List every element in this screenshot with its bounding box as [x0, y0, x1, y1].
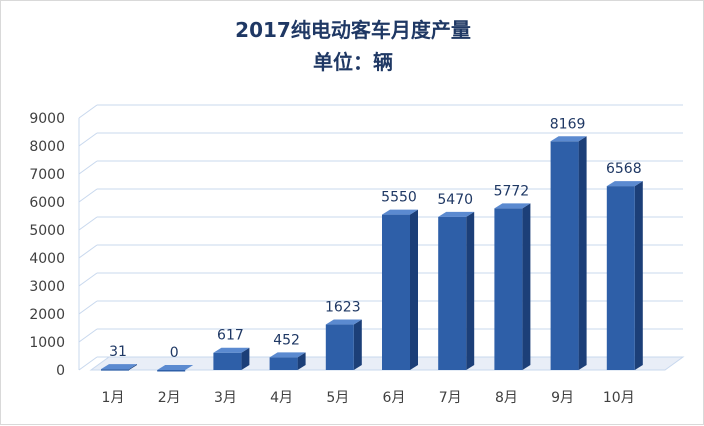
bar: [101, 364, 137, 371]
gridlines: [78, 104, 685, 371]
gridline-depth: [78, 300, 98, 315]
gridline-depth: [78, 356, 98, 371]
bar-top: [438, 211, 475, 217]
bar-top: [101, 364, 137, 370]
bar-side: [522, 203, 531, 370]
bar-side: [353, 319, 362, 370]
bar-top: [550, 136, 587, 142]
bar: [606, 181, 643, 370]
chart-title: 2017纯电动客车月度产量: [235, 18, 471, 42]
x-tick-label: 4月: [270, 390, 293, 406]
data-label: 5772: [494, 183, 530, 199]
bar-front: [438, 216, 467, 370]
bars: [101, 136, 643, 372]
data-label: 617: [217, 328, 244, 344]
bar: [494, 203, 531, 370]
data-labels: 31 0 617 452 1623 5550 5470 5772 8169 6568: [109, 116, 642, 361]
bar-side: [129, 364, 137, 370]
bar-front: [269, 357, 298, 370]
data-label: 5550: [381, 190, 417, 206]
bar-front: [325, 324, 354, 370]
bar-front: [213, 352, 242, 370]
bar-top: [213, 347, 250, 353]
x-tick-label: 10月: [603, 390, 635, 406]
data-label: 5470: [437, 192, 473, 208]
bar-side: [241, 347, 250, 370]
bar: [157, 365, 194, 372]
y-tick-label: 5000: [29, 223, 65, 239]
bar-front: [606, 186, 635, 370]
data-label: 452: [273, 332, 300, 348]
bar-top: [325, 319, 362, 325]
data-label: 31: [109, 344, 127, 360]
y-tick-label: 7000: [29, 167, 65, 183]
data-label: 1623: [325, 300, 361, 316]
gridline-depth: [78, 216, 98, 231]
x-tick-label: 3月: [214, 390, 237, 406]
bar-top: [494, 203, 531, 209]
y-tick-label: 2000: [29, 307, 65, 323]
bar-top: [269, 352, 306, 358]
x-tick-label: 7月: [439, 390, 462, 406]
x-tick-label: 6月: [383, 390, 406, 406]
data-label: 8169: [550, 116, 586, 132]
gridline-depth: [78, 160, 98, 175]
y-tick-label: 3000: [29, 279, 65, 295]
gridline-depth: [78, 244, 98, 259]
x-tick-label: 5月: [326, 390, 349, 406]
chart-subtitle: 单位：辆: [313, 50, 393, 74]
bar-side: [297, 352, 306, 370]
bar-front: [382, 214, 410, 370]
data-label: 6568: [606, 161, 642, 177]
bar-side: [634, 181, 643, 370]
y-tick-label: 4000: [29, 251, 65, 267]
y-tick-label: 6000: [29, 195, 65, 211]
gridline-depth: [78, 188, 98, 203]
bar-side: [466, 211, 475, 370]
bar: [382, 209, 418, 370]
bar-top: [606, 181, 643, 187]
x-tick-label: 1月: [102, 390, 125, 406]
y-tick-label: 1000: [29, 335, 65, 351]
bar-front: [550, 141, 579, 370]
bar-side: [578, 136, 587, 370]
bar: [269, 352, 306, 370]
bar-side: [410, 209, 418, 370]
bar-front: [157, 370, 186, 372]
data-label: 0: [170, 345, 179, 361]
bar: [438, 211, 475, 370]
gridline-depth: [78, 132, 98, 147]
x-tick-label: 2月: [158, 390, 181, 406]
x-tick-label: 9月: [551, 390, 574, 406]
y-tick-label: 0: [56, 363, 65, 379]
bar-top: [157, 365, 194, 370]
bar-front: [494, 208, 523, 370]
y-tick-label: 8000: [29, 139, 65, 155]
y-axis: 0 1000 2000 3000 4000 5000 6000 7000 8000 9000: [29, 111, 65, 379]
gridline-depth: [78, 328, 98, 343]
bar: [213, 347, 250, 370]
bar: [325, 319, 362, 370]
bar-front: [101, 369, 129, 371]
gridline-depth: [78, 272, 98, 287]
y-tick-label: 9000: [29, 111, 65, 127]
bar: [550, 136, 587, 370]
gridline-depth: [78, 104, 98, 119]
x-tick-label: 8月: [495, 390, 518, 406]
x-axis: 1月 2月 3月 4月 5月 6月 7月 8月 9月 10月: [102, 390, 635, 406]
bar-top: [382, 209, 418, 215]
